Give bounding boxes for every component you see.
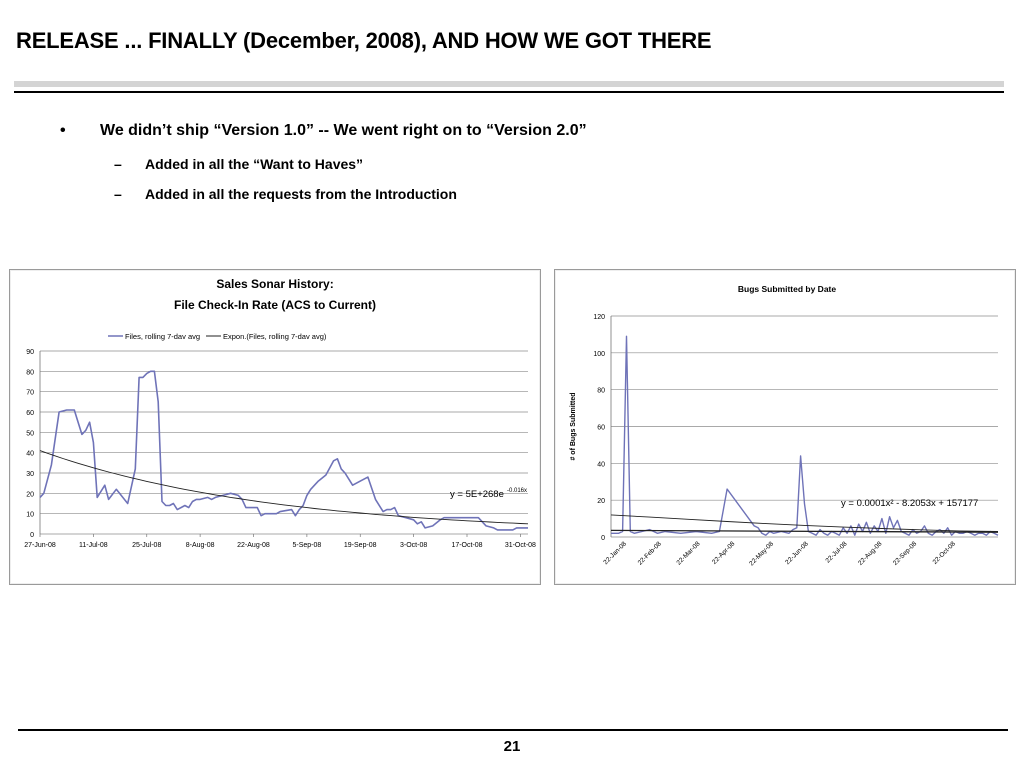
y-tick-label: 40: [597, 461, 605, 468]
slide-title: RELEASE ... FINALLY (December, 2008), AN…: [16, 28, 712, 53]
legend-label: Expon.(Files, rolling 7-dav avg): [223, 332, 327, 341]
trend-equation: y = 5E+268e: [450, 489, 504, 500]
x-tick-label: 3-Oct-08: [400, 542, 427, 549]
trendline-poly: [610, 514, 999, 532]
chart-title: Sales Sonar History:: [216, 277, 333, 291]
y-tick-label: 50: [26, 430, 34, 437]
chart-bugs-submitted-svg: Bugs Submitted by Date # of Bugs Submitte…: [570, 284, 999, 567]
footer-rule: [18, 729, 1008, 731]
x-tick-label: 22-Jun-08: [784, 540, 810, 566]
y-tick-label: 0: [30, 532, 34, 539]
y-tick-label: 80: [26, 369, 34, 376]
series-line-files: [39, 370, 528, 531]
main-bullet-text: We didn’t ship “Version 1.0” -- We went …: [100, 122, 587, 139]
x-tick-label: 25-Jul-08: [132, 542, 161, 549]
sub-bullet-text: Added in all the “Want to Haves”: [145, 156, 364, 172]
chart-title: Bugs Submitted by Date: [738, 284, 837, 294]
x-tick-label: 19-Sep-08: [344, 542, 377, 549]
x-tick-label: 8-Aug-08: [186, 542, 215, 549]
page-number: 21: [503, 738, 521, 755]
chart-subtitle: File Check-In Rate (ACS to Current): [174, 298, 376, 312]
chart-file-checkin: Sales Sonar History: File Check-In Rate (…: [9, 269, 541, 585]
x-tick-label: 22-Aug-08: [237, 542, 270, 549]
x-tick-label: 22-Apr-08: [711, 540, 737, 566]
x-tick-label: 22-Mar-08: [675, 540, 701, 566]
y-tick-label: 40: [26, 451, 34, 458]
x-tick-label: 17-Oct-08: [451, 542, 482, 549]
x-tick-label: 22-Feb-08: [637, 540, 663, 566]
trendline-flat: [610, 529, 999, 533]
dash-marker: –: [114, 186, 122, 202]
y-tick-label: 100: [593, 351, 605, 358]
bullet-marker: •: [60, 122, 66, 139]
x-tick-label: 22-May-08: [748, 540, 775, 567]
trend-equation-exponent: -0.016x: [507, 488, 527, 494]
title-underline-black: [14, 91, 1004, 93]
legend-label: Files, rolling 7-dav avg: [125, 332, 200, 341]
y-axis-label: # of Bugs Submitted: [570, 392, 577, 460]
sub-bullet-text: Added in all the requests from the Intro…: [145, 186, 457, 202]
x-tick-label: 31-Oct-08: [505, 542, 536, 549]
x-tick-label: 22-Oct-08: [932, 540, 958, 566]
x-tick-label: 22-Sep-08: [892, 540, 919, 567]
x-tick-label: 22-Jul-08: [824, 540, 848, 564]
x-tick-label: 11-Jul-08: [79, 542, 108, 549]
x-tick-label: 5-Sep-08: [292, 542, 321, 549]
y-tick-label: 60: [26, 410, 34, 417]
dash-marker: –: [114, 156, 122, 172]
y-tick-label: 10: [26, 512, 34, 519]
y-tick-label: 60: [597, 425, 605, 432]
y-tick-label: 70: [26, 390, 34, 397]
trendline-expon: [39, 450, 529, 525]
y-tick-label: 20: [26, 491, 34, 498]
y-tick-label: 120: [593, 314, 605, 321]
x-tick-label: 22-Jan-08: [602, 540, 628, 566]
chart-bugs-submitted: Bugs Submitted by Date # of Bugs Submitte…: [554, 269, 1016, 585]
y-tick-label: 90: [26, 349, 34, 356]
title-underline-gray: [14, 81, 1004, 87]
y-tick-label: 30: [26, 471, 34, 478]
x-tick-label: 27-Jun-08: [24, 542, 56, 549]
trend-equation: y = 0.0001x² - 8.2053x + 157177: [841, 498, 978, 509]
y-tick-label: 20: [597, 498, 605, 505]
chart-file-checkin-svg: Sales Sonar History: File Check-In Rate (…: [24, 277, 536, 549]
y-tick-label: 80: [597, 388, 605, 395]
x-tick-label: 22-Aug-08: [857, 540, 884, 567]
y-tick-label: 0: [601, 535, 605, 542]
